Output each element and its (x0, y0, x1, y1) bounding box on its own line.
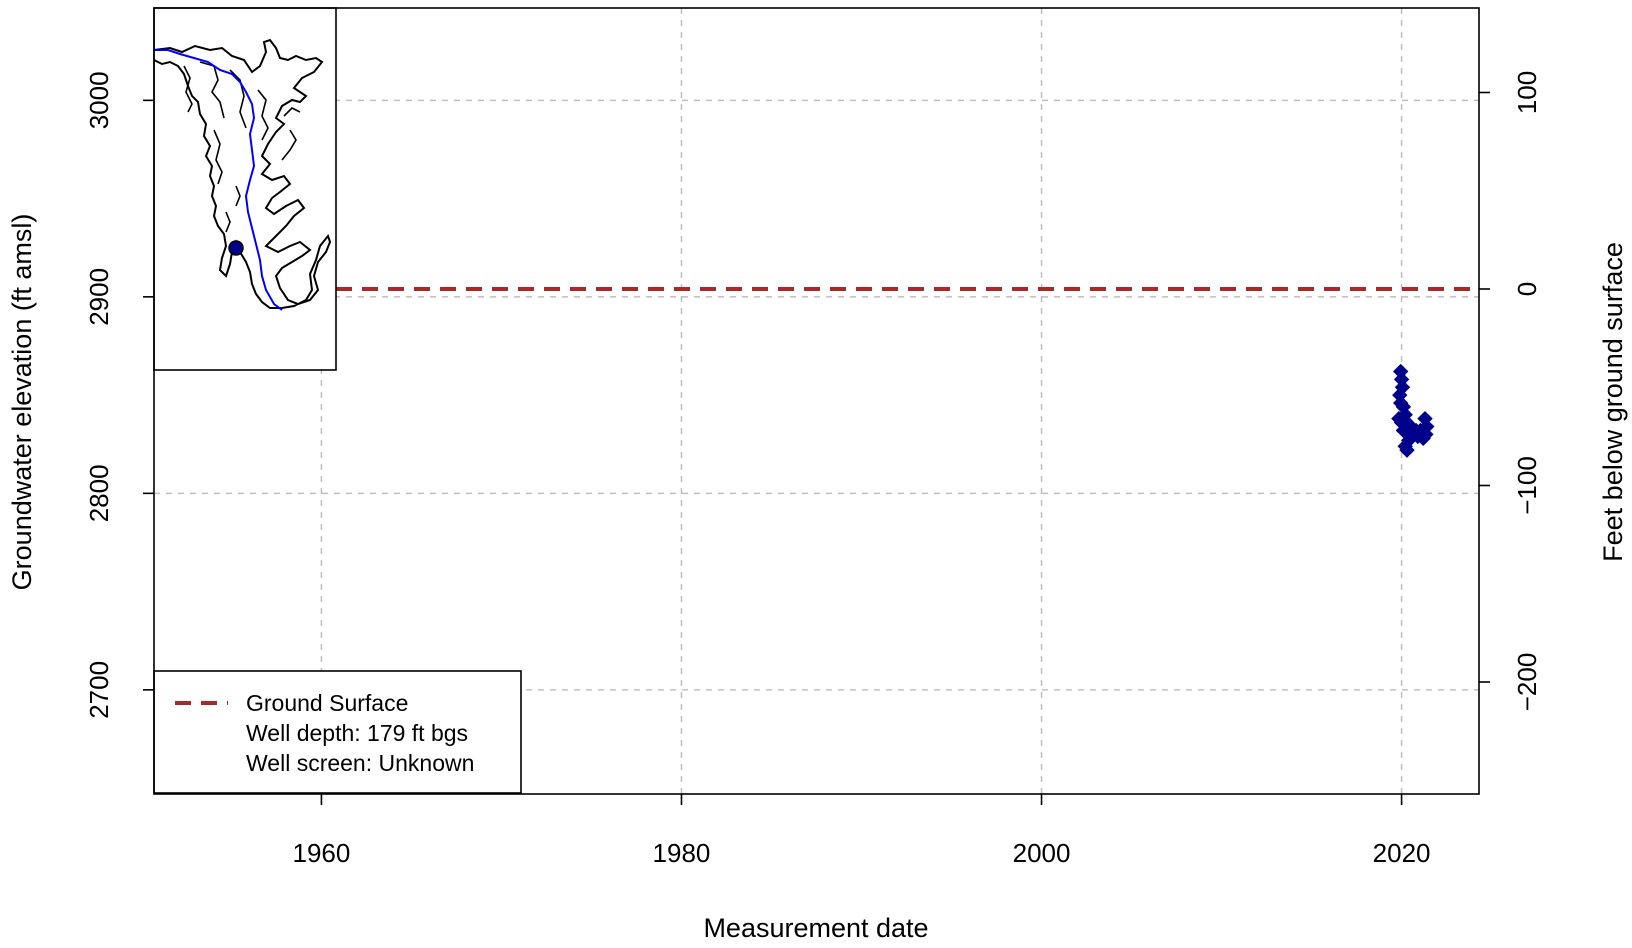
well-location-icon (228, 240, 244, 256)
x-tick-label-1980: 1980 (653, 838, 711, 868)
y2-tick-label-2: −100 (1512, 456, 1542, 515)
x-axis-title: Measurement date (703, 913, 928, 943)
legend-box (153, 670, 522, 794)
y-tick-label-2900: 2900 (84, 268, 114, 326)
basin-outline (153, 38, 332, 309)
plot-area-border (153, 7, 1480, 795)
legend-entry-well-screen: Well screen: Unknown (246, 750, 474, 776)
basin-inner-ridges (183, 61, 301, 233)
inset-map (153, 7, 337, 371)
x-axis: 1960 1980 2000 2020 (293, 794, 1431, 868)
legend-entry-ground-surface: Ground Surface (246, 690, 408, 716)
data-point-0-23 (1399, 442, 1415, 458)
river-line (154, 49, 283, 311)
x-tick-label-2020: 2020 (1373, 838, 1431, 868)
y-tick-label-3000: 3000 (84, 71, 114, 129)
x-tick-label-2000: 2000 (1013, 838, 1071, 868)
y2-tick-label-0: 100 (1512, 71, 1542, 114)
grid-lines (154, 8, 1479, 794)
data-points (1391, 363, 1435, 458)
legend: Ground Surface Well depth: 179 ft bgs We… (153, 670, 522, 794)
y-axis-title: Groundwater elevation (ft amsl) (7, 214, 37, 591)
y2-tick-label-1: 0 (1512, 282, 1542, 296)
y-axis-left: 2700 2800 2900 3000 (84, 71, 154, 719)
y-tick-label-2700: 2700 (84, 661, 114, 719)
x-tick-label-1960: 1960 (293, 838, 351, 868)
y2-tick-label-3: −200 (1512, 653, 1542, 712)
y2-axis-title: Feet below ground surface (1598, 242, 1628, 562)
legend-entry-well-depth: Well depth: 179 ft bgs (246, 720, 468, 746)
data-point-0-21 (1418, 426, 1434, 443)
y-tick-label-2800: 2800 (84, 464, 114, 522)
y-axis-right: 100 0 −100 −200 (1479, 71, 1542, 711)
